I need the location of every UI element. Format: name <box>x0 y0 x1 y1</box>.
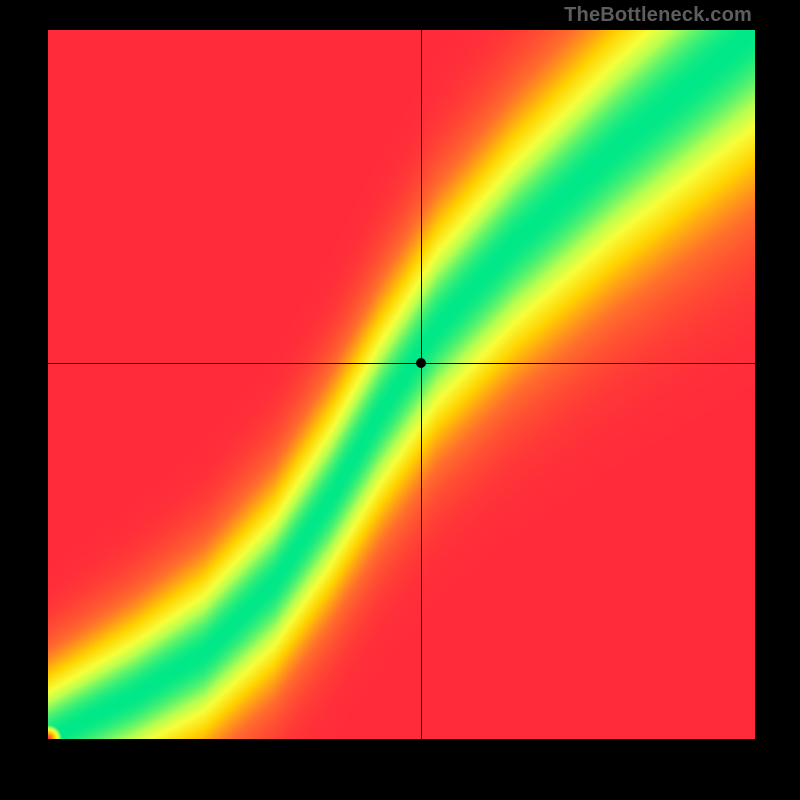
bottleneck-heatmap <box>48 30 755 739</box>
attribution-text: TheBottleneck.com <box>564 4 752 27</box>
heatmap-canvas <box>48 30 755 739</box>
